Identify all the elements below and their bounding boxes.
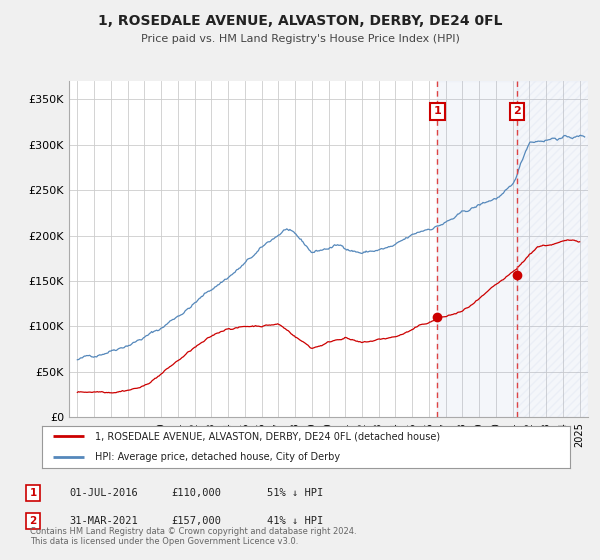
Text: 01-JUL-2016: 01-JUL-2016 [69,488,138,498]
Text: 1: 1 [433,106,441,116]
Text: HPI: Average price, detached house, City of Derby: HPI: Average price, detached house, City… [95,452,340,462]
Text: 1, ROSEDALE AVENUE, ALVASTON, DERBY, DE24 0FL (detached house): 1, ROSEDALE AVENUE, ALVASTON, DERBY, DE2… [95,431,440,441]
Text: £157,000: £157,000 [171,516,221,526]
Text: 2: 2 [513,106,521,116]
Text: £110,000: £110,000 [171,488,221,498]
Text: 41% ↓ HPI: 41% ↓ HPI [267,516,323,526]
Text: Price paid vs. HM Land Registry's House Price Index (HPI): Price paid vs. HM Land Registry's House … [140,34,460,44]
Text: Contains HM Land Registry data © Crown copyright and database right 2024.
This d: Contains HM Land Registry data © Crown c… [30,526,356,546]
Text: 1, ROSEDALE AVENUE, ALVASTON, DERBY, DE24 0FL: 1, ROSEDALE AVENUE, ALVASTON, DERBY, DE2… [98,14,502,28]
Text: 31-MAR-2021: 31-MAR-2021 [69,516,138,526]
Text: 51% ↓ HPI: 51% ↓ HPI [267,488,323,498]
Bar [517,81,588,417]
Text: 1: 1 [29,488,37,498]
Bar [437,81,517,417]
Text: 2: 2 [29,516,37,526]
